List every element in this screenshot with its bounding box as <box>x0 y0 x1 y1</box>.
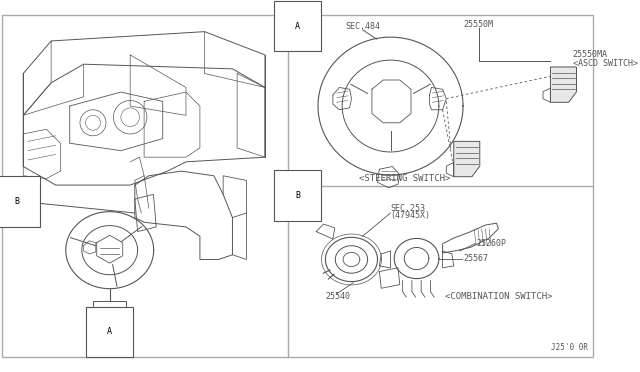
Text: 25550M: 25550M <box>464 20 494 29</box>
Text: 25567: 25567 <box>463 254 488 263</box>
Polygon shape <box>454 141 480 177</box>
Text: SEC.253: SEC.253 <box>390 204 426 213</box>
Polygon shape <box>550 67 577 102</box>
Text: 25540: 25540 <box>325 292 351 301</box>
Text: 25550MA: 25550MA <box>573 50 608 60</box>
Text: A: A <box>108 327 112 337</box>
Text: B: B <box>14 197 19 206</box>
FancyBboxPatch shape <box>93 301 127 318</box>
Text: <COMBINATION SWITCH>: <COMBINATION SWITCH> <box>445 292 552 301</box>
FancyBboxPatch shape <box>2 15 593 357</box>
Text: <ASCD SWITCH>: <ASCD SWITCH> <box>573 59 638 68</box>
Text: (47945X): (47945X) <box>390 211 431 220</box>
Text: J25'0 0R: J25'0 0R <box>550 343 588 352</box>
Text: SEC.484: SEC.484 <box>345 22 380 31</box>
Text: B: B <box>295 191 300 200</box>
Text: <STEERING SWITCH>: <STEERING SWITCH> <box>359 174 450 183</box>
Text: 25260P: 25260P <box>476 239 506 248</box>
Text: A: A <box>295 22 300 31</box>
